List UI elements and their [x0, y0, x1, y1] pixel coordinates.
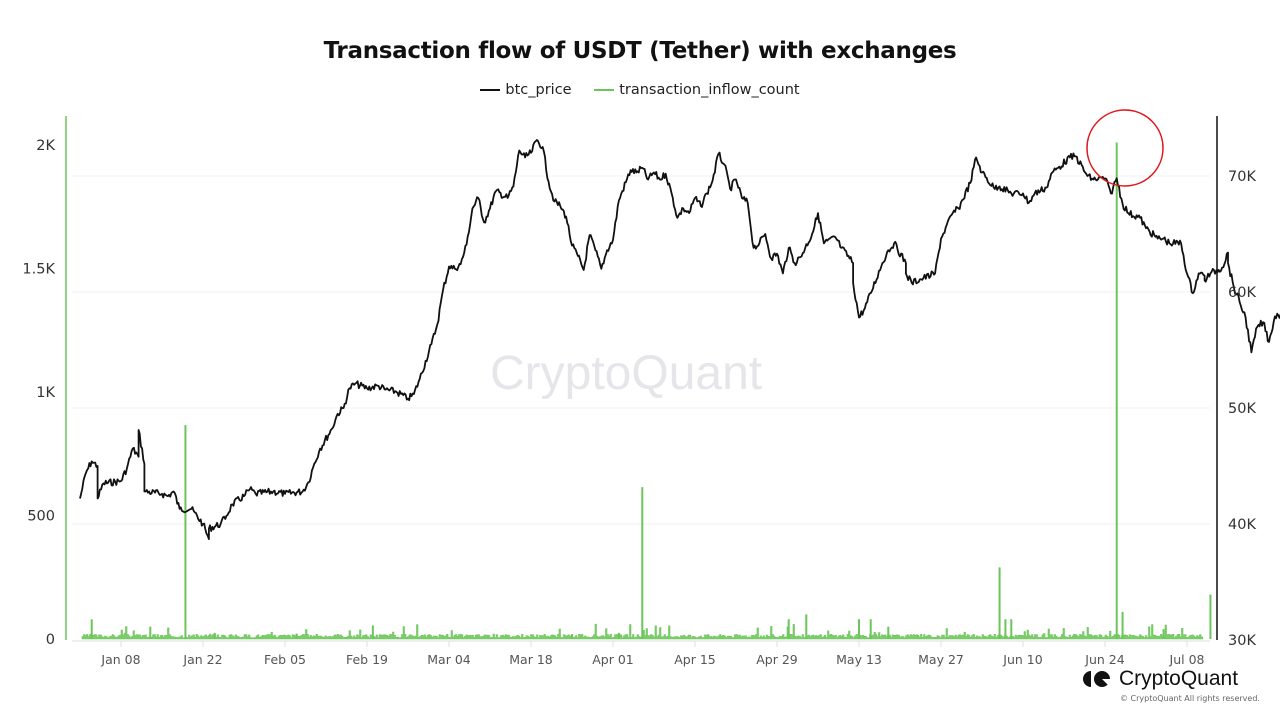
x-axis-tick: Jan 08: [100, 652, 140, 667]
x-axis-tick: Mar 18: [509, 652, 553, 667]
left-axis-tick: 1K: [36, 385, 55, 401]
legend-label: btc_price: [505, 82, 572, 98]
x-axis-tick: Feb 05: [264, 652, 306, 667]
watermark: CryptoQuant: [490, 347, 763, 400]
right-axis-tick: 50K: [1228, 401, 1256, 417]
copyright: © CryptoQuant All rights reserved.: [1120, 694, 1260, 703]
inflow-count-series: [81, 142, 1212, 640]
brand-logo: CryptoQuant: [1083, 667, 1238, 691]
chart-title: Transaction flow of USDT (Tether) with e…: [323, 38, 957, 64]
x-axis-tick: Jul 08: [1169, 652, 1205, 667]
legend-label: transaction_inflow_count: [619, 82, 800, 98]
right-axis-tick: 30K: [1228, 633, 1256, 649]
left-axis-tick: 2K: [36, 138, 55, 154]
x-axis-tick: Apr 01: [592, 652, 634, 667]
right-axis-tick: 60K: [1228, 285, 1256, 301]
brand-name: CryptoQuant: [1119, 667, 1239, 690]
x-axis-tick: Feb 19: [346, 652, 388, 667]
left-axis-tick: 1.5K: [22, 262, 55, 278]
highlight-circle-annotation: [1086, 109, 1164, 187]
legend-swatch-inflow-count: [594, 89, 615, 91]
gridlines: [72, 175, 1210, 525]
cryptoquant-logo-icon: [1083, 671, 1110, 687]
x-axis-tick: May 13: [836, 652, 882, 667]
right-y-axis-labels: 30K 40K 50K 60K 70K: [1228, 169, 1256, 649]
x-axis-tick: Jan 22: [182, 652, 222, 667]
x-axis-tick: Jun 24: [1084, 652, 1124, 667]
x-axis-tick: Jun 10: [1002, 652, 1042, 667]
btc-price-line: [79, 139, 1280, 540]
right-axis-tick: 40K: [1228, 517, 1256, 533]
left-axis-tick: 0: [46, 632, 55, 648]
x-axis-tick: May 27: [918, 652, 964, 667]
legend-item-btc-price[interactable]: btc_price: [480, 82, 572, 98]
left-axis-tick: 500: [27, 509, 55, 525]
x-axis-tick: Apr 15: [674, 652, 716, 667]
legend-item-inflow-count[interactable]: transaction_inflow_count: [594, 82, 800, 98]
x-axis-tick: Mar 04: [427, 652, 471, 667]
legend: btc_price transaction_inflow_count: [0, 79, 1280, 98]
x-axis-tick: Apr 29: [756, 652, 798, 667]
x-axis-ticks: Jan 08 Jan 22 Feb 05 Feb 19 Mar 04 Mar 18 Apr …: [100, 641, 1205, 667]
legend-swatch-btc-price: [480, 89, 501, 91]
left-y-axis-labels: 0 500 1K 1.5K 2K: [22, 138, 55, 648]
right-axis-tick: 70K: [1228, 169, 1256, 185]
